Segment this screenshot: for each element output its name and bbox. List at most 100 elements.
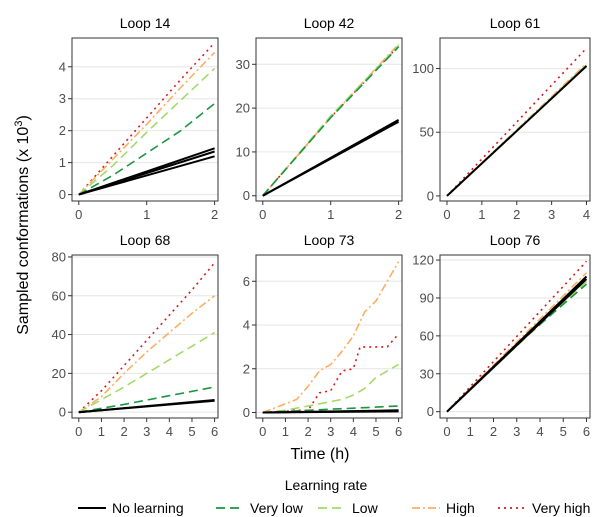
panel-3: Loop 61 0 1 2 3 4 0 50 100 [412, 15, 591, 222]
y-tick-label: 50 [420, 125, 434, 140]
panel-frame [255, 37, 403, 202]
y-tick-label: 100 [412, 61, 434, 76]
x-tick-label: 2 [513, 207, 520, 222]
x-tick-label: 1 [478, 207, 485, 222]
series-line-none [446, 275, 588, 413]
x-tick-label: 0 [75, 207, 82, 222]
x-axis-label: Time (h) [291, 446, 350, 463]
x-tick-label: 4 [583, 207, 590, 222]
y-tick-label: 30 [420, 366, 434, 381]
y-tick-label: 0 [59, 187, 66, 202]
y-tick-label: 2 [59, 123, 66, 138]
series-line-none [262, 119, 400, 197]
series-line-high [78, 295, 216, 413]
x-tick-label: 2 [395, 207, 402, 222]
y-axis-label: Sampled conformations (x 103) [13, 115, 32, 335]
series-line-vhigh [78, 262, 216, 413]
x-tick-label: 6 [211, 424, 218, 439]
legend-title: Learning rate [285, 477, 368, 493]
x-tick-label: 2 [490, 424, 497, 439]
y-tick-label: 6 [243, 274, 250, 289]
x-tick-label: 3 [513, 424, 520, 439]
series-line-none [446, 65, 588, 197]
y-tick-label: 10 [236, 144, 250, 159]
x-tick-label: 3 [548, 207, 555, 222]
panel-title: Loop 42 [304, 15, 355, 31]
series-line-vlow [78, 102, 216, 196]
series-line-vhigh [446, 47, 588, 197]
legend-label-low: Low [352, 500, 379, 516]
x-tick-label: 1 [467, 424, 474, 439]
x-tick-label: 5 [560, 424, 567, 439]
y-tick-label: 60 [420, 328, 434, 343]
series-line-vhigh [78, 42, 216, 196]
x-tick-label: 0 [75, 424, 82, 439]
series-line-vhigh [446, 260, 588, 413]
y-tick-label: 90 [420, 290, 434, 305]
x-tick-label: 6 [395, 424, 402, 439]
y-axis-label-exponent: 3 [13, 121, 25, 127]
legend: No learning Very low Low High Very high [78, 500, 590, 516]
y-tick-label: 0 [243, 188, 250, 203]
series-line-low [78, 67, 216, 196]
x-tick-label: 1 [98, 424, 105, 439]
x-tick-label: 4 [536, 424, 543, 439]
y-tick-label: 20 [236, 101, 250, 116]
x-tick-label: 3 [327, 424, 334, 439]
series-line-vhigh [262, 333, 400, 414]
legend-label-none: No learning [112, 500, 184, 516]
series-line-none [262, 409, 399, 414]
panel-frame [439, 37, 591, 202]
y-axis-label-main: Sampled conformations (x 10 [15, 127, 32, 335]
x-tick-label: 0 [443, 424, 450, 439]
panel-title: Loop 73 [304, 232, 355, 248]
legend-label-vhigh: Very high [532, 500, 590, 516]
x-tick-label: 6 [583, 424, 590, 439]
x-tick-label: 4 [350, 424, 357, 439]
series-line-vlow [262, 46, 400, 197]
panel-frame [71, 254, 219, 419]
y-tick-label: 120 [412, 253, 434, 268]
x-tick-label: 5 [188, 424, 195, 439]
series-line-vlow [78, 386, 215, 413]
y-tick-label: 0 [243, 405, 250, 420]
series-line-none [78, 147, 215, 196]
x-tick-label: 2 [304, 424, 311, 439]
series-line-high [262, 261, 400, 414]
panel-title: Loop 14 [120, 15, 171, 31]
y-axis-label-close: ) [15, 115, 32, 120]
x-tick-label: 5 [372, 424, 379, 439]
series-line-high [78, 51, 216, 196]
panel-frame [439, 254, 591, 419]
y-tick-label: 4 [243, 318, 250, 333]
series-line-low [78, 331, 216, 413]
panel-title: Loop 61 [490, 15, 541, 31]
y-tick-label: 0 [427, 188, 434, 203]
legend-label-high: High [446, 500, 475, 516]
panel-title: Loop 76 [490, 232, 541, 248]
panel-frame [71, 37, 219, 202]
y-tick-label: 80 [52, 249, 66, 264]
series-line-none [78, 399, 215, 414]
legend-label-vlow: Very low [250, 500, 304, 516]
y-tick-label: 30 [236, 57, 250, 72]
x-tick-label: 1 [327, 207, 334, 222]
x-tick-label: 0 [259, 424, 266, 439]
panel-frame [255, 254, 403, 419]
panel-1: Loop 14 0 1 2 0 1 2 3 4 [59, 15, 219, 222]
y-tick-label: 60 [52, 288, 66, 303]
x-tick-label: 0 [443, 207, 450, 222]
y-tick-label: 0 [427, 404, 434, 419]
y-tick-label: 20 [52, 366, 66, 381]
y-tick-label: 4 [59, 59, 66, 74]
x-tick-label: 4 [166, 424, 173, 439]
y-tick-label: 0 [59, 405, 66, 420]
y-tick-label: 2 [243, 361, 250, 376]
x-tick-label: 2 [120, 424, 127, 439]
